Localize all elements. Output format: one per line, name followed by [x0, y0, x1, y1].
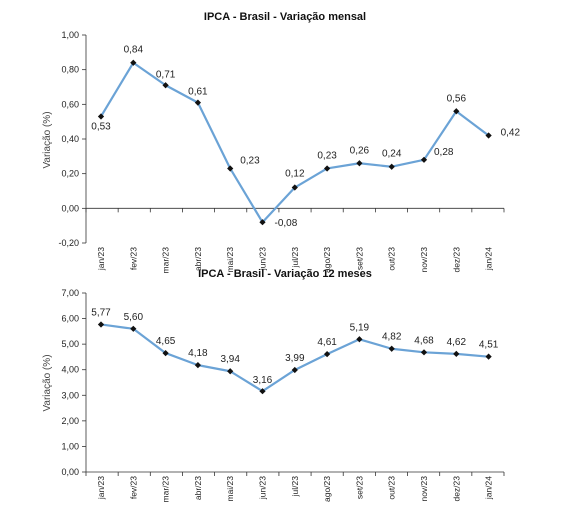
- chart1-data-point: [227, 165, 234, 172]
- chart2-data-point: [291, 366, 298, 374]
- chart2-data-point: [356, 336, 363, 343]
- chart1-data-point: [291, 184, 298, 191]
- chart2-data-point: [194, 362, 202, 369]
- chart1-x-tick-label: set/23: [354, 247, 364, 270]
- chart2-title: IPCA - Brasil - Variação 12 meses: [198, 268, 372, 280]
- chart2-data-point: [259, 388, 266, 395]
- chart1-data-label: 0,71: [156, 69, 176, 80]
- chart2-x-tick-label: dez/23: [451, 476, 461, 502]
- chart2-data-label: 5,60: [124, 312, 144, 323]
- chart2-x-tick-label: jul/23: [290, 476, 300, 498]
- chart2-x-tick-label: out/23: [387, 476, 397, 500]
- chart2-y-tick-label: 3,00: [61, 390, 79, 400]
- chart2-data-label: 3,16: [253, 375, 273, 386]
- chart2-data-label: 4,62: [447, 337, 467, 348]
- chart1-data-point: [485, 132, 492, 139]
- chart2-data-label: 3,99: [285, 353, 305, 364]
- chart2-y-tick-label: 1,00: [61, 441, 79, 451]
- chart2-x-tick-label: mai/23: [225, 476, 235, 502]
- chart2-data-label: 5,19: [350, 322, 370, 333]
- chart1-data-label: 0,61: [188, 87, 208, 98]
- chart2-x-tick-label: set/23: [354, 476, 364, 499]
- chart1-data-point: [97, 113, 105, 120]
- chart1-x-tick-label: jul/23: [290, 247, 300, 269]
- chart2-x-tick-label: abr/23: [193, 476, 203, 500]
- chart1-data-label: 0,26: [350, 145, 370, 156]
- chart1-data-label: 0,56: [447, 93, 467, 104]
- chart2-y-tick-label: 7,00: [61, 288, 79, 298]
- chart2-data-point: [388, 345, 395, 352]
- chart1-x-tick-label: fev/23: [128, 247, 138, 270]
- chart2-data-label: 3,94: [220, 354, 240, 365]
- chart2-data-label: 4,18: [188, 348, 208, 359]
- chart2-data-point: [97, 321, 105, 328]
- chart1-y-tick-label: 0,00: [61, 203, 79, 213]
- chart1-x-tick-label: jan/24: [484, 247, 494, 271]
- chart1-x-tick-label: mar/23: [161, 247, 171, 274]
- chart2-y-tick-label: 6,00: [61, 314, 79, 324]
- chart2-x-tick-label: jun/23: [258, 476, 268, 500]
- chart1-data-label: 0,23: [240, 155, 260, 166]
- chart1-x-tick-label: jan/23: [96, 247, 106, 271]
- chart1-y-tick-label: 0,40: [61, 134, 79, 144]
- chart1-data-label: 0,42: [501, 128, 521, 139]
- chart1-y-tick-label: 0,60: [61, 99, 79, 109]
- chart2-data-point: [453, 350, 460, 357]
- chart1-data-label: 0,53: [91, 121, 111, 132]
- chart1-x-tick-label: abr/23: [193, 247, 203, 271]
- chart1-y-axis-label: Variação (%): [42, 111, 53, 168]
- chart2-y-axis-label: Variação (%): [42, 354, 53, 411]
- chart2-x-tick-label: jan/24: [484, 476, 494, 500]
- chart2-y-tick-label: 0,00: [61, 467, 79, 477]
- chart1-data-label: 0,84: [124, 45, 144, 56]
- chart1-data-label: 0,24: [382, 149, 402, 160]
- chart2-data-point: [420, 349, 428, 356]
- chart2-data-label: 4,51: [479, 340, 499, 351]
- chart2-x-tick-label: fev/23: [128, 476, 138, 499]
- chart2-y-tick-label: 5,00: [61, 339, 79, 349]
- chart1-y-tick-label: 0,80: [61, 65, 79, 75]
- chart2-data-point: [162, 349, 169, 357]
- chart1-data-label: 0,23: [317, 150, 337, 161]
- chart2-data-label: 4,68: [414, 335, 434, 346]
- chart1-x-tick-label: jun/23: [258, 247, 268, 271]
- chart2-data-label: 5,77: [91, 307, 111, 318]
- chart1-x-tick-label: out/23: [387, 247, 397, 271]
- chart1-data-label: 0,12: [285, 169, 305, 180]
- chart1-x-tick-label: mai/23: [225, 247, 235, 273]
- chart1-x-tick-label: ago/23: [322, 247, 332, 273]
- chart2-data-label: 4,61: [317, 337, 337, 348]
- chart1-x-tick-label: nov/23: [419, 247, 429, 273]
- chart1-data-label: -0,08: [275, 218, 298, 229]
- chart2-y-tick-label: 2,00: [61, 416, 79, 426]
- chart1-y-tick-label: 1,00: [61, 30, 79, 40]
- chart1-title: IPCA - Brasil - Variação mensal: [204, 11, 366, 23]
- chart2-data-label: 4,65: [156, 336, 176, 347]
- chart1-series-line: [100, 61, 490, 224]
- chart1-data-point: [130, 59, 137, 66]
- chart2-x-tick-label: jan/23: [96, 476, 106, 500]
- chart2-x-tick-label: nov/23: [419, 476, 429, 502]
- chart2-y-tick-label: 4,00: [61, 365, 79, 375]
- chart1-data-label: 0,28: [434, 147, 454, 158]
- chart2-data-point: [485, 353, 492, 360]
- chart2-x-tick-label: mar/23: [161, 476, 171, 503]
- chart1-data-point: [356, 160, 363, 167]
- chart1-x-tick-label: dez/23: [451, 247, 461, 273]
- chart1-data-point: [194, 99, 202, 106]
- chart1-data-point: [388, 163, 395, 170]
- chart1-y-tick-label: 0,20: [61, 169, 79, 179]
- chart2-x-tick-label: ago/23: [322, 476, 332, 502]
- chart2-data-label: 4,82: [382, 332, 402, 343]
- chart2-data-point: [323, 351, 331, 358]
- chart1-y-tick-label: -0,20: [58, 238, 79, 248]
